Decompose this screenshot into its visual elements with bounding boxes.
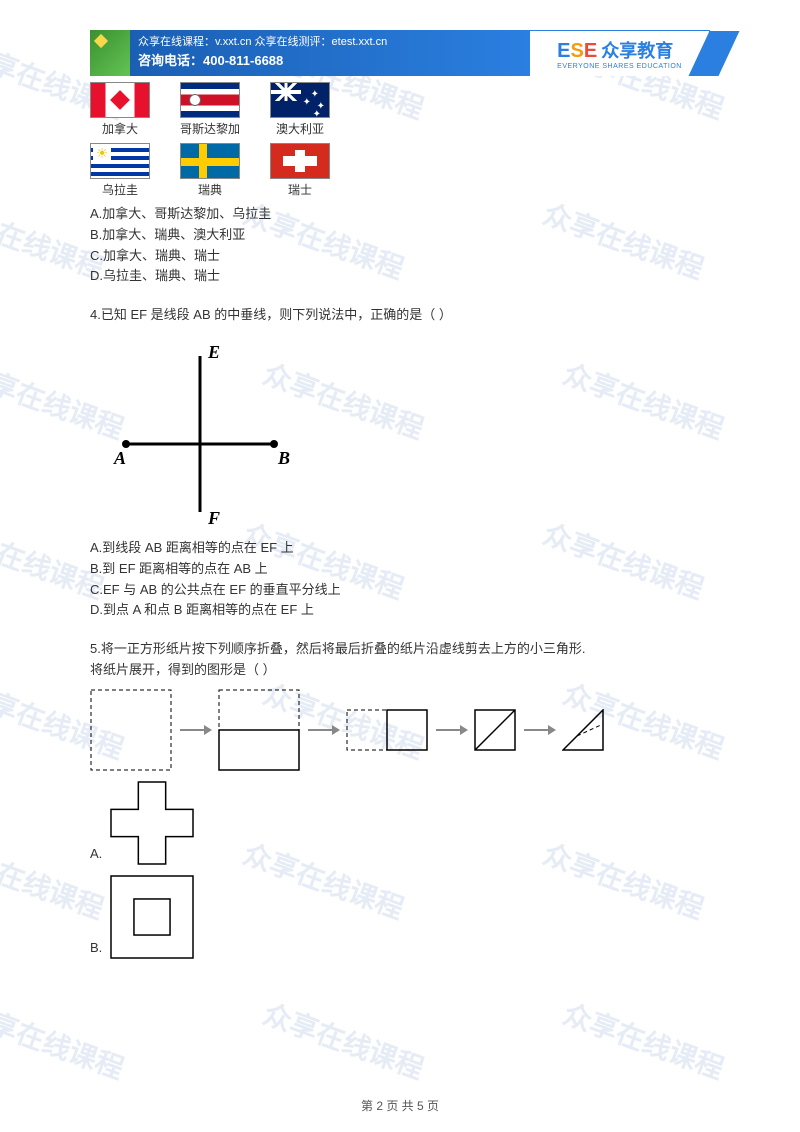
banner-line2-prefix: 咨询电话：	[138, 53, 203, 68]
banner-text: 众享在线课程：v.xxt.cn 众享在线测评：etest.xxt.cn 咨询电话…	[130, 30, 530, 76]
logo-s: S	[571, 40, 584, 62]
flag-block: 澳大利亚	[270, 82, 330, 137]
q3-choice-b: B.加拿大、瑞典、澳大利亚	[90, 225, 710, 246]
flag-label: 加拿大	[90, 120, 150, 137]
ans-b-label: B.	[90, 938, 102, 959]
answer-b-row: B.	[90, 875, 710, 959]
flag-block: 瑞士	[270, 143, 330, 198]
answer-a-figure	[110, 781, 194, 865]
flag-block: 加拿大	[90, 82, 150, 137]
flag-flag-uruguay	[90, 143, 150, 179]
banner-phone: 400-811-6688	[203, 53, 283, 68]
answer-a-row: A.	[90, 781, 710, 865]
q4-choice-d: D.到点 A 和点 B 距离相等的点在 EF 上	[90, 600, 710, 621]
svg-text:B: B	[277, 448, 290, 468]
q5-stem1: 5.将一正方形纸片按下列顺序折叠，然后将最后折叠的纸片沿虚线剪去上方的小三角形.	[90, 639, 710, 660]
ans-a-label: A.	[90, 844, 102, 865]
banner-brand: ESE众享教育 EVERYONE SHARES EDUCATION	[530, 30, 710, 76]
q4-choice-a: A.到线段 AB 距离相等的点在 EF 上	[90, 538, 710, 559]
flag-flag-costa	[180, 82, 240, 118]
flags-row-2: 乌拉圭 瑞典 瑞士	[90, 143, 710, 198]
banner-logo-icon	[90, 30, 130, 76]
flag-label: 澳大利亚	[270, 120, 330, 137]
q4: 4.已知 EF 是线段 AB 的中垂线，则下列说法中，正确的是（ ） E F A…	[90, 305, 710, 621]
logo-e2: E	[584, 40, 597, 62]
q4-stem: 4.已知 EF 是线段 AB 的中垂线，则下列说法中，正确的是（ ）	[90, 305, 710, 326]
flag-flag-swiss	[270, 143, 330, 179]
logo-e1: E	[557, 40, 570, 62]
fold-sequence	[90, 689, 710, 771]
q3-choice-d: D.乌拉圭、瑞典、瑞士	[90, 266, 710, 287]
q3-choices: A.加拿大、哥斯达黎加、乌拉圭 B.加拿大、瑞典、澳大利亚 C.加拿大、瑞典、瑞…	[90, 204, 710, 287]
flag-flag-canada	[90, 82, 150, 118]
banner-url2: etest.xxt.cn	[332, 36, 388, 48]
flag-block: 瑞典	[180, 143, 240, 198]
flag-block: 哥斯达黎加	[180, 82, 240, 137]
page-footer: 第 2 页 共 5 页	[0, 1097, 800, 1114]
flag-label: 哥斯达黎加	[180, 120, 240, 137]
q5: 5.将一正方形纸片按下列顺序折叠，然后将最后折叠的纸片沿虚线剪去上方的小三角形.…	[90, 639, 710, 959]
flag-label: 瑞士	[270, 181, 330, 198]
flag-label: 乌拉圭	[90, 181, 150, 198]
banner-line1-mid: 众享在线测评：	[251, 36, 331, 48]
q5-stem2: 将纸片展开，得到的图形是（ ）	[90, 660, 710, 681]
header-banner: 众享在线课程：v.xxt.cn 众享在线测评：etest.xxt.cn 咨询电话…	[90, 30, 710, 76]
flag-flag-australia	[270, 82, 330, 118]
q4-choice-c: C.EF 与 AB 的公共点在 EF 的垂直平分线上	[90, 580, 710, 601]
q4-choice-b: B.到 EF 距离相等的点在 AB 上	[90, 559, 710, 580]
banner-url1: v.xxt.cn	[215, 36, 251, 48]
answer-b-figure	[110, 875, 194, 959]
banner-line1-prefix: 众享在线课程：	[138, 36, 215, 48]
svg-text:E: E	[207, 342, 220, 362]
q4-diagram: E F A B	[110, 334, 710, 534]
logo-sub: EVERYONE SHARES EDUCATION	[557, 63, 682, 70]
logo-zh: 众享教育	[601, 41, 673, 61]
svg-text:A: A	[113, 448, 126, 468]
svg-text:F: F	[207, 508, 220, 528]
page-content: 众享在线课程：v.xxt.cn 众享在线测评：etest.xxt.cn 咨询电话…	[0, 0, 800, 959]
q3-choice-c: C.加拿大、瑞典、瑞士	[90, 246, 710, 267]
flag-block: 乌拉圭	[90, 143, 150, 198]
q3-choice-a: A.加拿大、哥斯达黎加、乌拉圭	[90, 204, 710, 225]
flag-flag-sweden	[180, 143, 240, 179]
flags-row-1: 加拿大 哥斯达黎加 澳大利亚	[90, 82, 710, 137]
flag-label: 瑞典	[180, 181, 240, 198]
